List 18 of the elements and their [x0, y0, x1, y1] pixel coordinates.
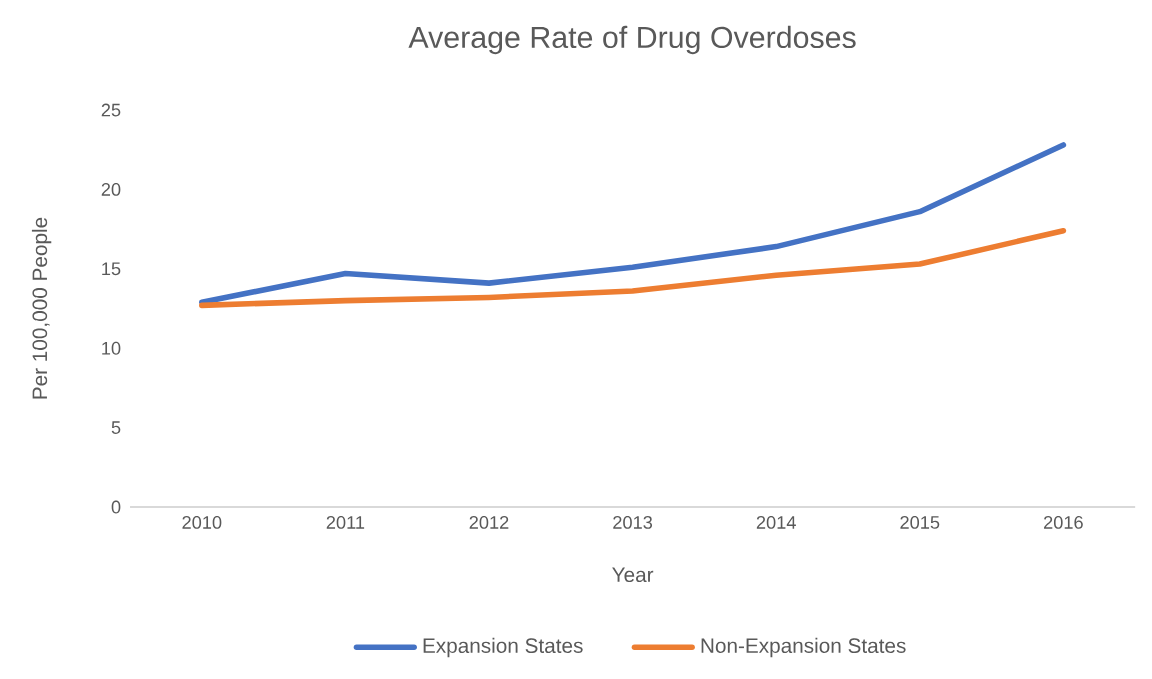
- legend-label: Expansion States: [423, 637, 583, 658]
- y-tick-label: 0: [111, 500, 121, 514]
- x-tick-label: 2013: [613, 515, 653, 529]
- y-tick-label: 25: [101, 103, 121, 117]
- y-tick-label: 10: [102, 341, 121, 355]
- x-tick-label: 2012: [469, 515, 509, 529]
- y-tick-label: 20: [101, 182, 121, 196]
- x-tick-label: 2014: [756, 515, 796, 529]
- x-tick-label: 2011: [326, 515, 365, 529]
- x-tick-label: 2010: [182, 515, 222, 529]
- y-tick-label: 15: [102, 262, 121, 276]
- y-axis-title: Per 100,000 People: [31, 217, 52, 399]
- y-tick-label: 5: [111, 421, 121, 434]
- x-tick-label: 2015: [900, 515, 940, 529]
- x-tick-label: 2016: [1044, 515, 1083, 529]
- legend-label: Non-Expansion States: [701, 637, 906, 658]
- chart-title: Average Rate of Drug Overdoses: [408, 25, 856, 55]
- x-axis-title: Year: [612, 567, 654, 583]
